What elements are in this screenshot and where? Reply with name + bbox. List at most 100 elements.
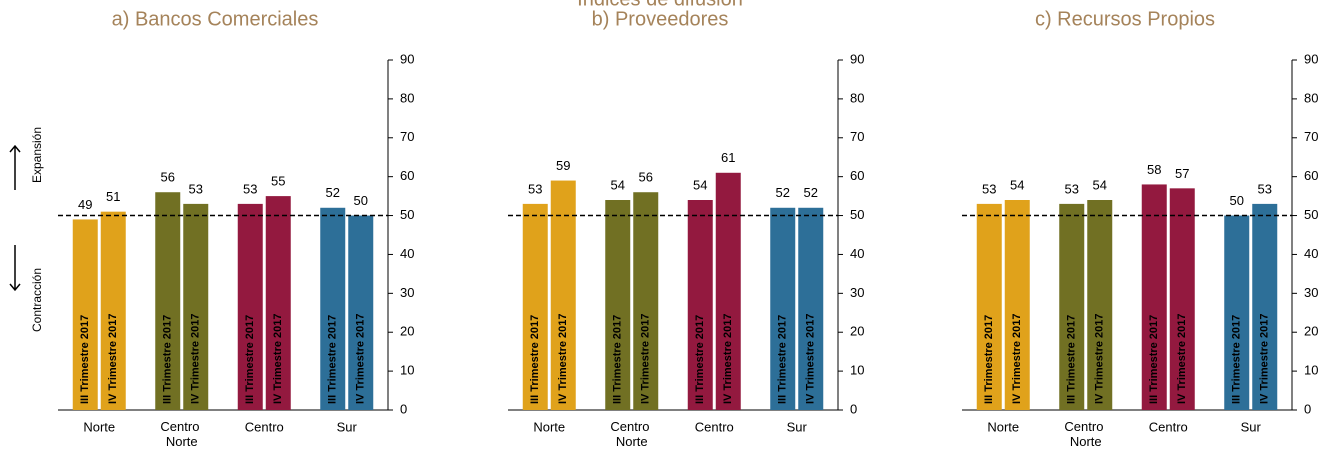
y-tick-label: 50 (850, 207, 864, 222)
data-label: 53 (982, 181, 996, 196)
y-tick-label: 90 (400, 51, 414, 66)
bar (605, 200, 631, 410)
y-tick-label: 40 (400, 246, 414, 261)
data-label: 53 (1065, 181, 1079, 196)
bar (976, 203, 1002, 410)
y-tick-label: 70 (400, 129, 414, 144)
bar-series-label: III Trimestre 2017 (327, 315, 339, 404)
y-tick-label: 90 (1304, 51, 1318, 66)
y-tick-label: 50 (400, 207, 414, 222)
bar (72, 219, 98, 410)
y-tick-label: 20 (1304, 324, 1318, 339)
data-label: 58 (1147, 162, 1161, 177)
y-tick-label: 60 (1304, 168, 1318, 183)
bar (633, 192, 659, 410)
data-label: 53 (243, 181, 257, 196)
x-tick-label: Centro (245, 419, 284, 434)
bar (798, 207, 824, 410)
x-tick-label: Sur (337, 419, 358, 434)
bar (1059, 203, 1085, 410)
bar (687, 200, 713, 410)
bar-series-label: III Trimestre 2017 (529, 315, 541, 404)
bar-series-label: III Trimestre 2017 (79, 315, 91, 404)
y-tick-label: 90 (850, 51, 864, 66)
panel-title: c) Recursos Propios (1035, 8, 1215, 30)
data-label: 54 (611, 177, 625, 192)
x-tick-label: Centro Norte (1064, 419, 1107, 449)
y-tick-label: 70 (850, 129, 864, 144)
data-label: 52 (804, 185, 818, 200)
y-tick-label: 30 (850, 285, 864, 300)
y-tick-label: 0 (850, 401, 857, 416)
bar-series-label: IV Trimestre 2017 (355, 313, 367, 404)
bar (770, 207, 796, 410)
bar (100, 211, 126, 410)
bar-series-label: III Trimestre 2017 (244, 315, 256, 404)
bar-series-label: III Trimestre 2017 (694, 315, 706, 404)
data-label: 54 (1010, 177, 1024, 192)
y-tick-label: 40 (850, 246, 864, 261)
y-tick-label: 0 (400, 401, 407, 416)
x-tick-label: Sur (787, 419, 808, 434)
data-label: 50 (354, 193, 368, 208)
bar (237, 203, 263, 410)
data-label: 50 (1230, 193, 1244, 208)
x-tick-label: Norte (83, 419, 115, 434)
x-tick-label: Norte (987, 419, 1019, 434)
y-tick-label: 30 (400, 285, 414, 300)
panel-title: a) Bancos Comerciales (112, 8, 319, 30)
bar-series-label: III Trimestre 2017 (1066, 315, 1078, 404)
data-label: 56 (161, 170, 175, 185)
data-label: 49 (78, 197, 92, 212)
data-label: 55 (271, 174, 285, 189)
data-label: 53 (1258, 181, 1272, 196)
bar-series-label: IV Trimestre 2017 (805, 313, 817, 404)
data-label: 61 (721, 150, 735, 165)
y-tick-label: 80 (400, 90, 414, 105)
y-tick-label: 10 (1304, 363, 1318, 378)
bar-series-label: IV Trimestre 2017 (272, 313, 284, 404)
y-tick-label: 20 (850, 324, 864, 339)
y-tick-label: 20 (400, 324, 414, 339)
bar (1224, 215, 1250, 410)
data-label: 56 (639, 170, 653, 185)
main-title: Índices de difusión (577, 0, 743, 10)
bar (1169, 188, 1195, 410)
bar-series-label: III Trimestre 2017 (162, 315, 174, 404)
bar (522, 203, 548, 410)
bar-series-label: IV Trimestre 2017 (1176, 313, 1188, 404)
bar-series-label: IV Trimestre 2017 (1259, 313, 1271, 404)
x-tick-label: Norte (533, 419, 565, 434)
down-arrow (9, 245, 21, 292)
y-tick-label: 40 (1304, 246, 1318, 261)
bar-series-label: IV Trimestre 2017 (190, 313, 202, 404)
bar (1252, 203, 1278, 410)
data-label: 54 (693, 177, 707, 192)
bar (1141, 184, 1167, 410)
bar-series-label: IV Trimestre 2017 (722, 313, 734, 404)
x-tick-label: Sur (1241, 419, 1262, 434)
panel-title: b) Proveedores (592, 8, 729, 30)
bar (715, 172, 741, 410)
bar (265, 196, 291, 410)
bar-series-label: III Trimestre 2017 (1231, 315, 1243, 404)
y-tick-label: 80 (850, 90, 864, 105)
bar-series-label: III Trimestre 2017 (983, 315, 995, 404)
x-tick-label: Centro (1149, 419, 1188, 434)
up-arrow (9, 144, 21, 190)
y-tick-label: 30 (1304, 285, 1318, 300)
y-tick-label: 10 (400, 363, 414, 378)
bar (1004, 200, 1030, 410)
arrows (9, 144, 21, 292)
x-tick-label: Centro Norte (160, 419, 203, 449)
data-label: 53 (528, 181, 542, 196)
y-tick-label: 60 (400, 168, 414, 183)
expansion-label: Expansión (30, 127, 44, 183)
data-label: 59 (556, 158, 570, 173)
data-label: 52 (326, 185, 340, 200)
y-tick-label: 10 (850, 363, 864, 378)
bar-series-label: III Trimestre 2017 (777, 315, 789, 404)
bar (348, 215, 374, 410)
